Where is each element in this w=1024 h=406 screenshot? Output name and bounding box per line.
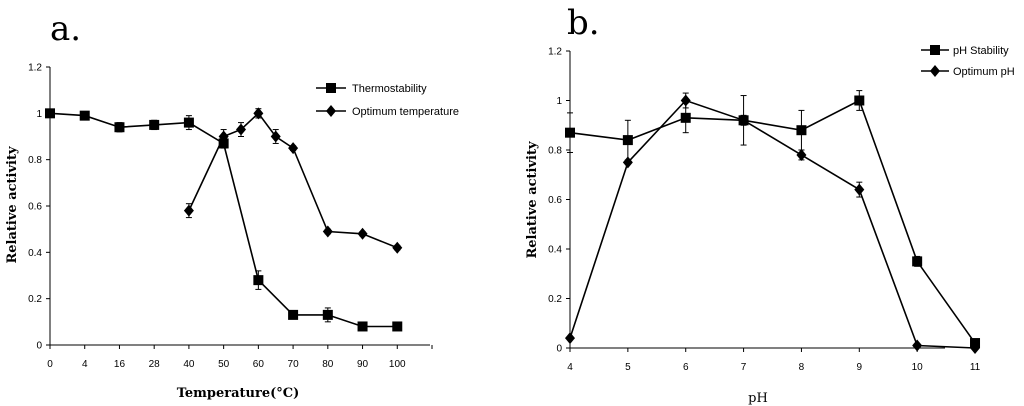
data-point-diamond [970, 342, 981, 354]
y-tick-label-b: 0.4 [548, 245, 562, 256]
data-point-diamond [392, 241, 403, 254]
y-axis-title-b: Relative activity [525, 141, 540, 259]
data-point-square [183, 117, 194, 128]
panel-label-b: b. [567, 3, 600, 43]
y-tick-label-b: 1.2 [548, 47, 562, 58]
x-tick-label-a: 16 [114, 359, 126, 370]
y-tick-label-b: 1 [556, 96, 562, 107]
legend-b: pH Stability Optimum pH [921, 45, 1015, 78]
y-tick-label-a: 0.6 [28, 202, 42, 213]
panel-b: b. Relative activity pH pH Stability Opti… [525, 3, 1015, 406]
panel-label-a: a. [50, 9, 81, 49]
data-point-square [680, 112, 691, 123]
y-tick-label-a: 0.8 [28, 155, 42, 166]
x-axis-title-b: pH [748, 391, 768, 406]
y-tick-label-b: 0.2 [548, 294, 562, 305]
data-point-diamond [253, 107, 264, 120]
data-point-diamond [912, 339, 923, 352]
series-line-b-1 [569, 99, 976, 349]
x-tick-label-a: 60 [253, 359, 265, 370]
series-line-b-0 [569, 99, 976, 344]
data-point-square [149, 119, 160, 130]
legend-label: Optimum temperature [352, 106, 459, 118]
x-tick-label-b: 9 [857, 362, 863, 373]
data-point-diamond [288, 142, 299, 155]
data-point-square [79, 110, 90, 121]
y-tick-label-b: 0.6 [548, 195, 562, 206]
legend-marker-square [930, 45, 940, 55]
data-point-square [854, 95, 865, 106]
legend-label: Optimum pH [953, 66, 1015, 78]
x-tick-label-a: 100 [389, 359, 406, 370]
data-point-diamond [183, 204, 194, 217]
legend-label: Thermostability [352, 83, 427, 95]
series-line-a-1 [188, 112, 398, 249]
y-tick-label-a: 0 [36, 341, 42, 352]
legend-marker-square [326, 83, 336, 93]
y-tick-label-b: 0 [556, 344, 562, 355]
legend-marker-diamond [326, 105, 336, 117]
x-tick-label-a: 70 [288, 359, 300, 370]
data-point-diamond [270, 130, 281, 143]
y-axis-title-a: Relative activity [5, 146, 20, 264]
data-point-square [288, 309, 299, 320]
y-tick-label-a: 1 [36, 109, 42, 120]
x-tick-label-a: 50 [218, 359, 230, 370]
data-point-square [322, 309, 333, 320]
x-tick-label-a: 4 [82, 359, 88, 370]
data-point-diamond [738, 114, 749, 127]
data-point-square [912, 256, 923, 267]
y-tick-label-a: 0.2 [28, 294, 42, 305]
data-point-square [392, 321, 403, 332]
legend-a: Thermostability Optimum temperature [316, 83, 459, 118]
data-point-diamond [322, 225, 333, 238]
y-tick-label-b: 0.8 [548, 146, 562, 157]
x-tick-label-b: 8 [799, 362, 805, 373]
data-point-diamond [218, 130, 229, 143]
data-point-diamond [854, 183, 865, 196]
data-point-diamond [357, 227, 368, 240]
data-point-diamond [236, 123, 246, 136]
x-tick-label-b: 5 [625, 362, 631, 373]
x-tick-label-b: 4 [567, 362, 573, 373]
x-axis-title-a: Temperature(°C) [177, 386, 300, 401]
x-tick-label-a: 80 [322, 359, 334, 370]
x-tick-label-a: 28 [149, 359, 161, 370]
x-tick-label-a: 40 [183, 359, 195, 370]
y-tick-label-a: 1.2 [28, 63, 42, 74]
data-point-square [565, 127, 575, 138]
legend-label: pH Stability [953, 45, 1009, 57]
x-tick-label-b: 11 [970, 362, 981, 373]
data-point-square [45, 108, 55, 119]
data-point-square [357, 321, 368, 332]
data-point-square [622, 135, 633, 146]
x-tick-label-b: 7 [741, 362, 747, 373]
x-tick-label-a: 90 [357, 359, 369, 370]
x-tick-label-a: 0 [47, 359, 53, 370]
data-point-diamond [565, 332, 575, 345]
x-tick-label-b: 6 [683, 362, 689, 373]
legend-marker-diamond [930, 65, 940, 77]
data-point-diamond [796, 148, 807, 161]
data-point-diamond [680, 94, 691, 107]
data-point-square [253, 275, 264, 286]
data-point-diamond [622, 156, 633, 169]
x-tick-label-b: 10 [912, 362, 924, 373]
data-point-square [114, 122, 125, 133]
data-point-square [796, 125, 807, 136]
panel-a: a. Relative activity Temperature(°C) The… [5, 9, 459, 401]
y-tick-label-a: 0.4 [28, 248, 42, 259]
